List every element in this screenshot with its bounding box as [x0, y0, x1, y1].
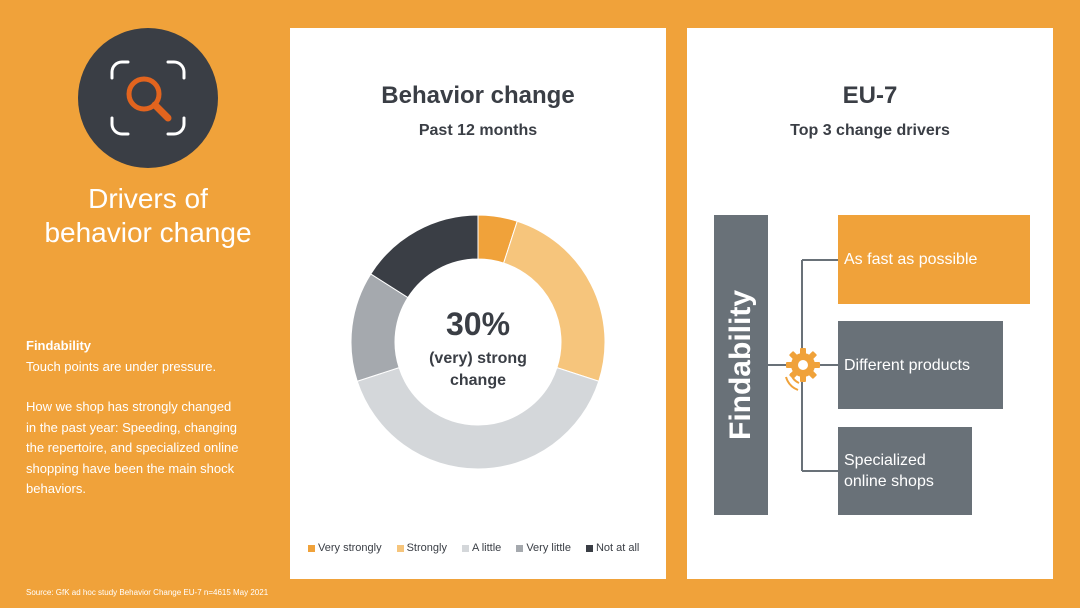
findability-description: Findability Touch points are under press…: [26, 336, 266, 500]
findability-subline: Touch points are under pressure.: [26, 358, 217, 374]
chart-title: Behavior change: [381, 82, 575, 109]
legend-swatch: [461, 544, 469, 552]
findability-heading: Findability: [26, 338, 91, 353]
legend-item: Not at all: [585, 542, 640, 554]
paragraph-line: in the past year: Speeding, changing: [26, 419, 238, 435]
drivers-subtitle: Top 3 change drivers: [790, 122, 950, 139]
driver-label-line2: online shops: [844, 473, 934, 490]
legend-label: A little: [471, 542, 502, 554]
legend-label: Very strongly: [318, 542, 382, 554]
driver-label: Different products: [844, 356, 970, 374]
driver-label-line1: Specialized: [844, 452, 926, 469]
region-title: EU-7: [842, 82, 898, 109]
paragraph-line: How we shop has strongly changed: [26, 399, 232, 414]
gear-icon: [786, 348, 820, 382]
chart-legend: Very strongly Strongly A little Very little…: [308, 542, 639, 554]
driver-specialized-online-shops: Specialized online shops: [838, 427, 972, 515]
legend-label: Strongly: [406, 542, 447, 554]
legend-swatch: [396, 544, 404, 552]
legend-item: Very strongly: [308, 542, 382, 554]
legend-swatch: [585, 544, 593, 552]
legend-item: Very little: [516, 542, 571, 554]
chart-subtitle: Past 12 months: [418, 122, 538, 139]
donut-center-label-line1: (very) strong: [429, 350, 527, 367]
driver-as-fast-as-possible: As fast as possible: [838, 215, 1030, 304]
page-title: Drivers of behavior change: [20, 182, 276, 250]
donut-center-value: 30%: [445, 306, 511, 342]
legend-item: Strongly: [396, 542, 447, 554]
donut-chart: [350, 214, 606, 470]
legend-label: Very little: [526, 542, 571, 554]
change-drivers-panel: EU-7 Top 3 change drivers Findability As…: [687, 28, 1053, 579]
legend-item: A little: [461, 542, 502, 554]
donut-svg: [350, 214, 606, 470]
donut-center-label: (very) strong change: [290, 348, 666, 392]
legend-label: Not at all: [595, 542, 640, 554]
legend-swatch: [308, 544, 315, 552]
driver-different-products: Different products: [838, 321, 1003, 409]
driver-label: As fast as possible: [844, 251, 978, 268]
magnifier-icon: [110, 60, 186, 136]
driver-connector: [768, 259, 838, 472]
donut-center-label-line2: change: [449, 372, 506, 389]
findability-bar: [714, 215, 768, 515]
legend-swatch: [516, 544, 524, 552]
page-title-line1: Drivers of: [88, 183, 208, 214]
page-title-line2: behavior change: [44, 217, 252, 248]
behavior-change-panel: Behavior change Past 12 months 30% (very…: [290, 28, 666, 579]
donut-slice-a-little: [356, 367, 600, 470]
magnifier-badge: [78, 28, 218, 168]
paragraph-line: shopping have been the main shock: [26, 460, 235, 476]
paragraph-line: behaviors.: [26, 481, 86, 496]
donut-slice-not-at-all: [370, 214, 479, 299]
paragraph-line: the repertoire, and specialized online: [26, 440, 239, 455]
source-note: Source: GfK ad hoc study Behavior Change…: [26, 588, 269, 597]
